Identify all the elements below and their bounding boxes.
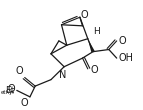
Text: O: O [90, 65, 98, 75]
Text: O: O [16, 66, 23, 76]
Text: O: O [21, 98, 29, 108]
Text: Et: Et [6, 86, 15, 95]
Text: O: O [118, 36, 126, 46]
Text: N: N [59, 70, 66, 80]
Text: OH: OH [118, 53, 133, 63]
Polygon shape [88, 39, 95, 52]
Text: O: O [80, 10, 88, 20]
Text: O: O [8, 84, 15, 94]
Text: ethyl: ethyl [0, 90, 14, 95]
Text: H: H [93, 27, 100, 36]
